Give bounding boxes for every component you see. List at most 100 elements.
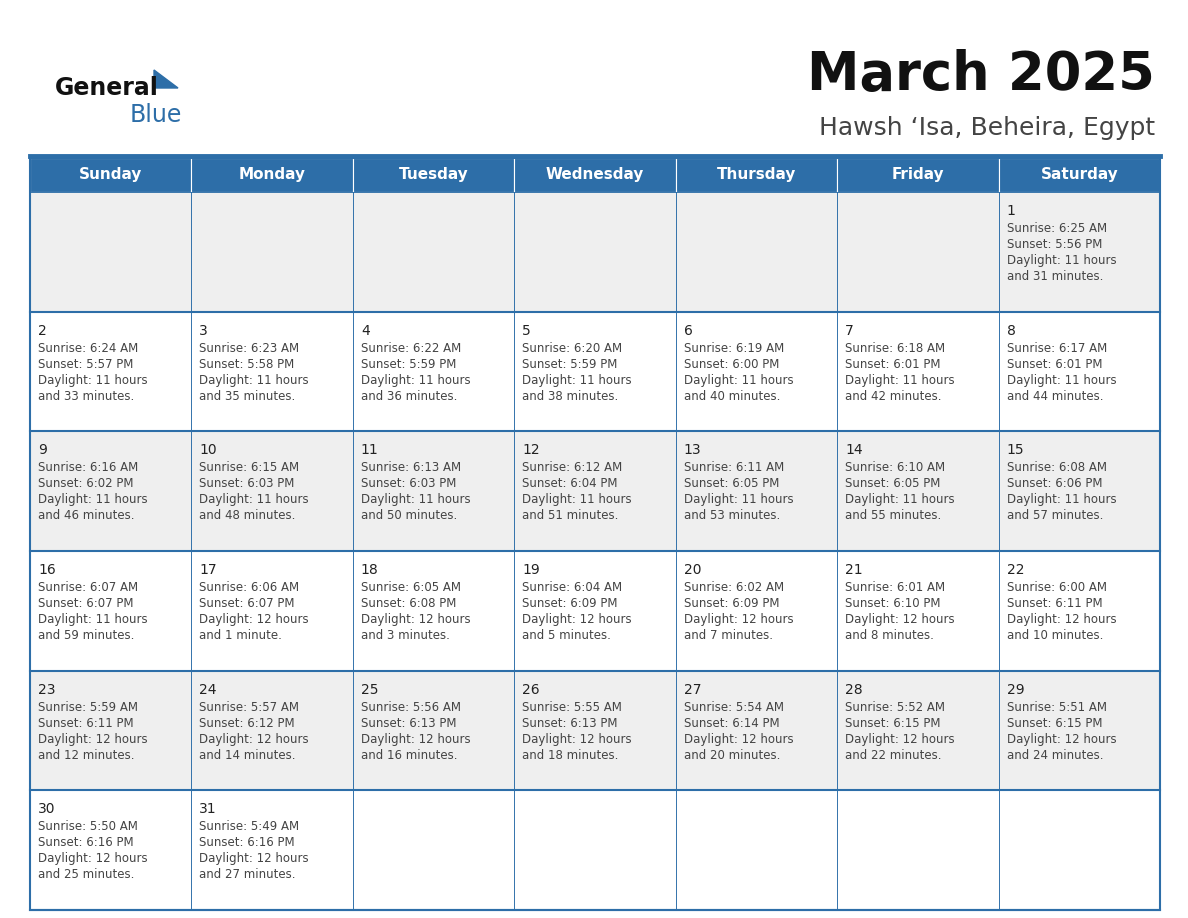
Text: 20: 20 <box>684 563 701 577</box>
Text: Daylight: 12 hours: Daylight: 12 hours <box>361 613 470 626</box>
Bar <box>676 158 838 192</box>
Text: Sunset: 6:13 PM: Sunset: 6:13 PM <box>523 717 618 730</box>
Text: Sunset: 5:58 PM: Sunset: 5:58 PM <box>200 358 295 371</box>
Text: Sunrise: 6:07 AM: Sunrise: 6:07 AM <box>38 581 138 594</box>
Text: Sunset: 6:13 PM: Sunset: 6:13 PM <box>361 717 456 730</box>
Text: and 12 minutes.: and 12 minutes. <box>38 749 134 762</box>
Text: Daylight: 12 hours: Daylight: 12 hours <box>684 613 794 626</box>
Bar <box>838 551 999 671</box>
Bar <box>353 158 514 192</box>
Bar <box>30 158 1159 910</box>
Text: Daylight: 12 hours: Daylight: 12 hours <box>845 613 955 626</box>
Text: Daylight: 12 hours: Daylight: 12 hours <box>361 733 470 745</box>
Text: 22: 22 <box>1006 563 1024 577</box>
Text: 10: 10 <box>200 443 217 457</box>
Text: 5: 5 <box>523 324 531 338</box>
Text: 19: 19 <box>523 563 541 577</box>
Text: Sunset: 6:14 PM: Sunset: 6:14 PM <box>684 717 779 730</box>
Text: Daylight: 12 hours: Daylight: 12 hours <box>38 852 147 866</box>
Text: 15: 15 <box>1006 443 1024 457</box>
Text: 6: 6 <box>684 324 693 338</box>
Text: Saturday: Saturday <box>1041 167 1118 183</box>
Text: Sunrise: 6:22 AM: Sunrise: 6:22 AM <box>361 341 461 354</box>
Bar <box>514 192 676 312</box>
Text: Sunrise: 6:23 AM: Sunrise: 6:23 AM <box>200 341 299 354</box>
Text: Sunrise: 6:06 AM: Sunrise: 6:06 AM <box>200 581 299 594</box>
Text: 29: 29 <box>1006 683 1024 697</box>
Bar <box>676 790 838 910</box>
Text: Sunday: Sunday <box>80 167 143 183</box>
Bar <box>30 551 191 671</box>
Bar <box>838 312 999 431</box>
Bar <box>676 312 838 431</box>
Bar <box>191 790 353 910</box>
Text: Daylight: 12 hours: Daylight: 12 hours <box>38 733 147 745</box>
Text: 3: 3 <box>200 324 208 338</box>
Text: Sunset: 6:11 PM: Sunset: 6:11 PM <box>38 717 133 730</box>
Bar <box>514 790 676 910</box>
Text: Daylight: 12 hours: Daylight: 12 hours <box>200 613 309 626</box>
Text: Sunrise: 5:55 AM: Sunrise: 5:55 AM <box>523 700 623 713</box>
Text: Daylight: 11 hours: Daylight: 11 hours <box>1006 254 1117 267</box>
Bar <box>514 431 676 551</box>
Text: Sunset: 6:03 PM: Sunset: 6:03 PM <box>361 477 456 490</box>
Text: Sunrise: 6:05 AM: Sunrise: 6:05 AM <box>361 581 461 594</box>
Text: 21: 21 <box>845 563 862 577</box>
Text: Daylight: 11 hours: Daylight: 11 hours <box>200 374 309 386</box>
Text: and 20 minutes.: and 20 minutes. <box>684 749 781 762</box>
Bar <box>838 431 999 551</box>
Text: and 44 minutes.: and 44 minutes. <box>1006 389 1104 403</box>
Text: Daylight: 11 hours: Daylight: 11 hours <box>38 493 147 507</box>
Text: Sunrise: 6:24 AM: Sunrise: 6:24 AM <box>38 341 138 354</box>
Text: Daylight: 12 hours: Daylight: 12 hours <box>523 733 632 745</box>
Bar <box>838 671 999 790</box>
Text: and 24 minutes.: and 24 minutes. <box>1006 749 1104 762</box>
Text: Sunrise: 6:11 AM: Sunrise: 6:11 AM <box>684 462 784 475</box>
Text: Daylight: 11 hours: Daylight: 11 hours <box>38 374 147 386</box>
Bar <box>191 671 353 790</box>
Text: Sunset: 6:02 PM: Sunset: 6:02 PM <box>38 477 133 490</box>
Text: Sunrise: 5:56 AM: Sunrise: 5:56 AM <box>361 700 461 713</box>
Text: Sunset: 6:09 PM: Sunset: 6:09 PM <box>684 597 779 610</box>
Bar <box>999 312 1159 431</box>
Text: Daylight: 11 hours: Daylight: 11 hours <box>1006 493 1117 507</box>
Text: 12: 12 <box>523 443 539 457</box>
Text: Daylight: 11 hours: Daylight: 11 hours <box>684 374 794 386</box>
Text: Sunrise: 5:50 AM: Sunrise: 5:50 AM <box>38 821 138 834</box>
Text: 13: 13 <box>684 443 701 457</box>
Bar <box>353 431 514 551</box>
Text: and 3 minutes.: and 3 minutes. <box>361 629 450 642</box>
Bar <box>191 551 353 671</box>
Text: Sunrise: 6:19 AM: Sunrise: 6:19 AM <box>684 341 784 354</box>
Text: Sunset: 5:59 PM: Sunset: 5:59 PM <box>523 358 618 371</box>
Text: Daylight: 11 hours: Daylight: 11 hours <box>361 493 470 507</box>
Text: General: General <box>55 76 159 100</box>
Text: Sunrise: 6:25 AM: Sunrise: 6:25 AM <box>1006 222 1107 235</box>
Bar <box>999 671 1159 790</box>
Text: and 51 minutes.: and 51 minutes. <box>523 509 619 522</box>
Text: 28: 28 <box>845 683 862 697</box>
Text: Daylight: 12 hours: Daylight: 12 hours <box>523 613 632 626</box>
Text: Sunset: 6:05 PM: Sunset: 6:05 PM <box>845 477 941 490</box>
Bar <box>191 431 353 551</box>
Text: Sunrise: 6:13 AM: Sunrise: 6:13 AM <box>361 462 461 475</box>
Text: Sunset: 6:01 PM: Sunset: 6:01 PM <box>1006 358 1102 371</box>
Bar <box>514 551 676 671</box>
Text: Sunrise: 5:51 AM: Sunrise: 5:51 AM <box>1006 700 1106 713</box>
Text: 24: 24 <box>200 683 217 697</box>
Text: Sunset: 6:15 PM: Sunset: 6:15 PM <box>845 717 941 730</box>
Bar <box>514 312 676 431</box>
Text: Sunset: 5:56 PM: Sunset: 5:56 PM <box>1006 238 1102 251</box>
Text: Daylight: 11 hours: Daylight: 11 hours <box>523 374 632 386</box>
Text: and 42 minutes.: and 42 minutes. <box>845 389 942 403</box>
Polygon shape <box>154 70 178 88</box>
Text: and 8 minutes.: and 8 minutes. <box>845 629 934 642</box>
Text: Sunset: 6:07 PM: Sunset: 6:07 PM <box>38 597 133 610</box>
Text: Sunset: 6:05 PM: Sunset: 6:05 PM <box>684 477 779 490</box>
Text: Sunset: 6:06 PM: Sunset: 6:06 PM <box>1006 477 1102 490</box>
Text: 1: 1 <box>1006 204 1016 218</box>
Text: and 10 minutes.: and 10 minutes. <box>1006 629 1102 642</box>
Bar <box>30 790 191 910</box>
Text: and 1 minute.: and 1 minute. <box>200 629 283 642</box>
Text: 17: 17 <box>200 563 217 577</box>
